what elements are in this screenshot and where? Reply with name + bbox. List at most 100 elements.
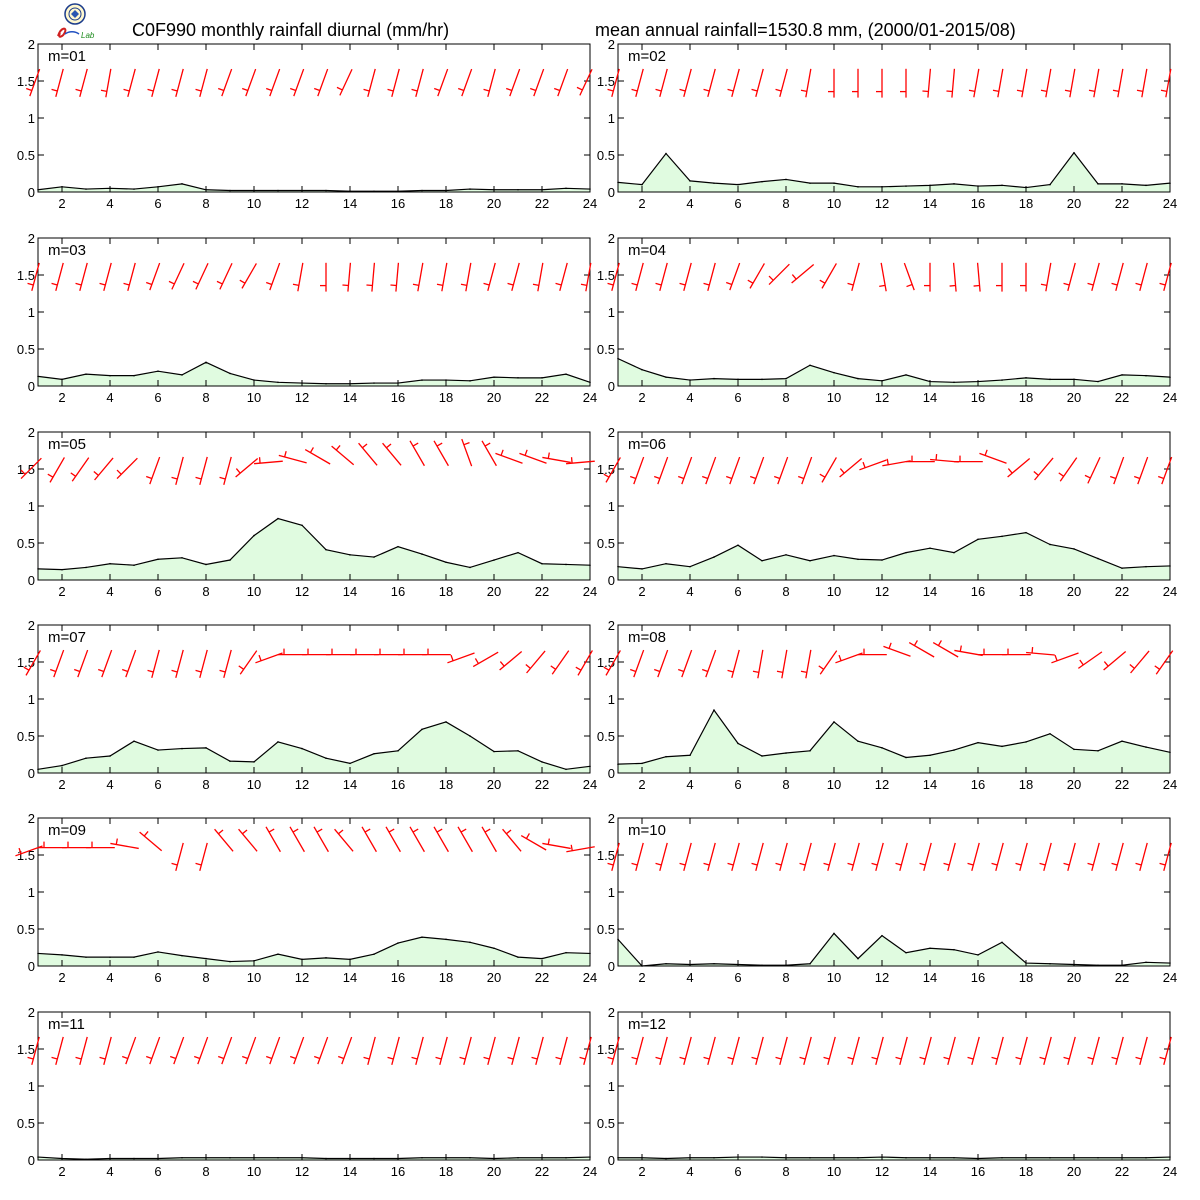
panel-label: m=11	[48, 1016, 85, 1033]
wind-barb-feather	[871, 1056, 878, 1060]
data-point	[325, 757, 327, 759]
y-tick-label: 2	[608, 425, 615, 440]
wind-barb	[265, 826, 281, 853]
wind-barb-shaft	[511, 1036, 520, 1065]
data-point	[953, 948, 955, 951]
data-point	[953, 381, 955, 384]
data-point	[541, 562, 543, 565]
wind-barb-shaft	[127, 262, 136, 291]
x-tick-label: 2	[638, 970, 645, 985]
wind-barb	[289, 826, 305, 853]
wind-barb-feather	[603, 666, 610, 671]
wind-barb-shaft	[997, 68, 1004, 98]
wind-barb-feather	[1157, 475, 1165, 480]
x-tick-label: 12	[295, 1164, 309, 1179]
wind-barb-shaft	[611, 842, 620, 871]
wind-barb	[238, 828, 258, 852]
x-tick-label: 4	[106, 584, 113, 599]
x-tick-label: 24	[583, 777, 597, 792]
wind-barb-shaft	[1043, 842, 1052, 871]
plot-frame	[37, 817, 591, 967]
wind-barb	[607, 842, 620, 871]
wind-barb-feather	[217, 87, 225, 92]
wind-barb-shaft	[821, 263, 837, 289]
wind-barb-shaft	[334, 828, 354, 852]
wind-barb	[703, 262, 716, 291]
panel-label: m=09	[48, 822, 86, 839]
wind-barb	[507, 262, 520, 291]
data-point	[157, 951, 159, 953]
data-point	[1121, 567, 1123, 569]
wind-barb-feather	[483, 88, 490, 92]
wind-barb	[532, 262, 544, 292]
wind-barb-feather	[776, 670, 783, 673]
data-point	[181, 374, 183, 376]
wind-barb-feather	[1015, 1056, 1022, 1060]
wind-barb-feather	[775, 1056, 782, 1060]
wind-barb-feather	[1103, 661, 1109, 667]
panel-label: m=01	[48, 48, 86, 65]
wind-barb-shaft	[116, 457, 138, 480]
wind-barb	[99, 262, 112, 291]
y-tick-label: 2	[28, 618, 35, 633]
wind-barb-shaft	[707, 68, 716, 97]
wind-barb-feather	[725, 475, 733, 480]
wind-barb-shaft	[821, 457, 837, 483]
x-tick-label: 10	[827, 390, 841, 405]
y-tick-label: 0	[28, 185, 35, 200]
wind-barb-shaft	[461, 68, 473, 97]
wind-barb-shaft	[221, 1036, 233, 1065]
wind-barb-shaft	[1139, 262, 1148, 291]
wind-barb-shaft	[1137, 456, 1149, 485]
wind-barb	[903, 262, 915, 291]
x-tick-label: 2	[638, 196, 645, 211]
y-tick-label: 2	[28, 37, 35, 52]
data-point	[905, 185, 907, 187]
wind-barb-shaft	[683, 68, 692, 97]
x-tick-label: 16	[971, 584, 985, 599]
wind-barb-shaft	[199, 68, 208, 97]
wind-barb-shaft	[304, 449, 331, 465]
rainfall-line	[37, 721, 591, 770]
data-point	[229, 1156, 231, 1159]
x-tick-label: 2	[58, 584, 65, 599]
x-tick-label: 18	[1019, 1164, 1033, 1179]
rainfall-area	[38, 183, 590, 192]
wind-barb-shaft	[149, 1036, 161, 1065]
wind-barb-feather	[1159, 862, 1166, 866]
x-tick-label: 18	[439, 1164, 453, 1179]
wind-barb	[1039, 842, 1052, 871]
data-point	[565, 563, 567, 566]
data-point	[325, 189, 327, 192]
wind-barb	[1033, 457, 1054, 481]
wind-barb-feather	[800, 670, 807, 673]
wind-barb-feather	[1087, 1056, 1094, 1060]
wind-barb	[773, 456, 789, 485]
wind-barb	[800, 649, 812, 679]
data-point	[1121, 740, 1123, 742]
y-tick-label: 1	[608, 305, 615, 320]
wind-barb	[292, 262, 304, 292]
x-tick-label: 4	[686, 390, 693, 405]
x-tick-label: 18	[439, 196, 453, 211]
wind-barb-shaft	[127, 68, 136, 97]
wind-barb-shaft	[77, 649, 89, 678]
x-tick-label: 4	[686, 584, 693, 599]
wind-barb-shaft	[779, 1036, 788, 1065]
wind-barb-shaft	[502, 828, 522, 852]
data-point	[809, 182, 811, 184]
wind-barb-shaft	[659, 262, 668, 291]
wind-barb-shaft	[781, 649, 788, 679]
data-point	[1049, 962, 1051, 965]
rainfall-area	[618, 358, 1170, 386]
wind-barb-feather	[195, 862, 202, 866]
x-tick-label: 18	[1019, 196, 1033, 211]
wind-barb	[51, 262, 64, 291]
wind-barb-shaft	[433, 440, 449, 467]
wind-barb	[553, 68, 569, 97]
data-point	[1049, 543, 1051, 546]
x-tick-label: 4	[106, 1164, 113, 1179]
wind-barb-feather	[363, 88, 370, 92]
wind-barb-feather	[1031, 646, 1034, 654]
